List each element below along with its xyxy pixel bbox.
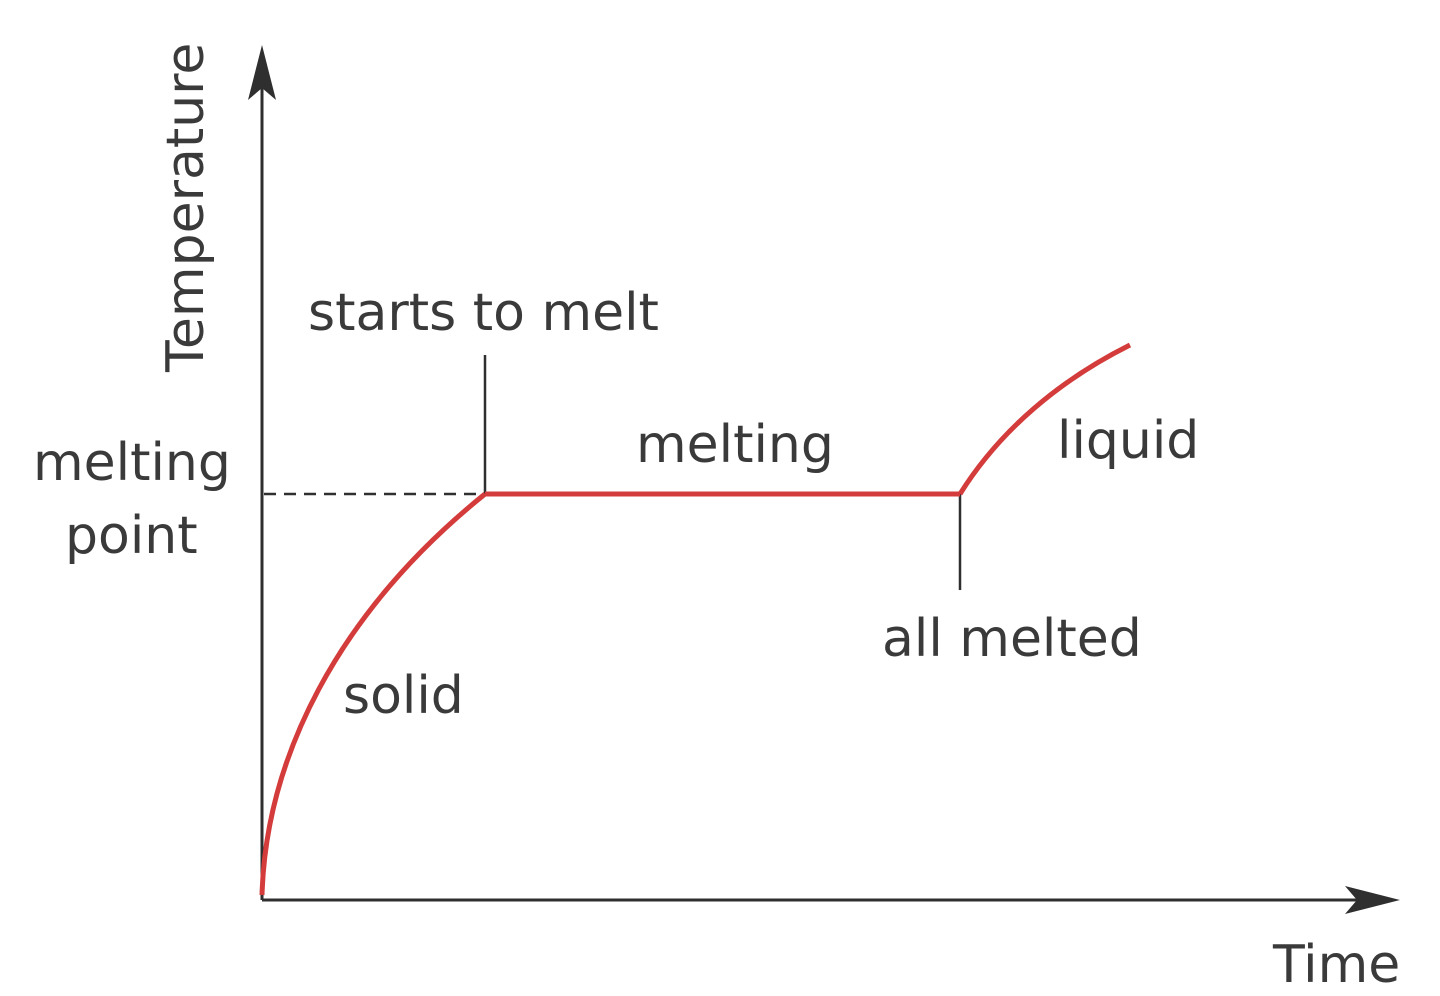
y-axis-label: Temperature bbox=[156, 43, 216, 373]
curve-liquid-segment bbox=[957, 342, 1132, 496]
x-axis-arrow-icon bbox=[1345, 886, 1400, 914]
curve-solid-segment bbox=[259, 492, 487, 896]
x-axis-label: Time bbox=[1272, 935, 1400, 995]
melting-point-label-line1: melting bbox=[33, 433, 231, 493]
all-melted-label: all melted bbox=[882, 609, 1142, 669]
y-axis-arrow-icon bbox=[248, 45, 276, 100]
solid-label: solid bbox=[343, 666, 464, 726]
starts-to-melt-label: starts to melt bbox=[308, 283, 659, 343]
liquid-label: liquid bbox=[1057, 411, 1199, 471]
melting-point-label-line2: point bbox=[65, 506, 198, 566]
melting-label: melting bbox=[636, 415, 834, 475]
